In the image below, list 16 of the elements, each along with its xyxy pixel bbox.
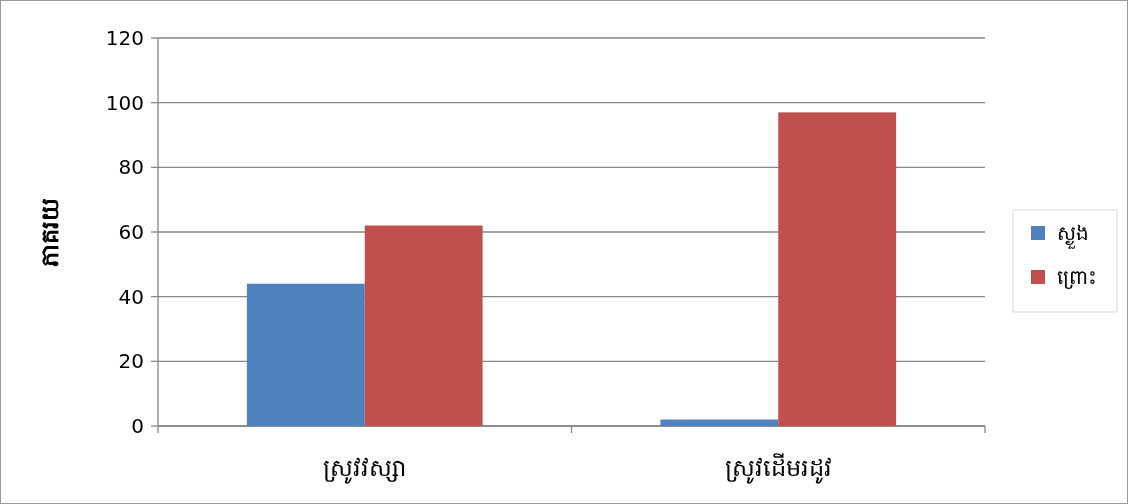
y-tick-label: 60 [118,220,144,244]
y-tick-label: 0 [131,414,144,438]
y-axis-title: ភាគរយ [36,197,64,267]
legend-label: ព្រោះ [1057,265,1097,289]
bar [364,225,483,426]
y-tick-label: 80 [118,155,144,180]
y-tick-label: 40 [118,284,144,309]
y-tick-label: 120 [105,26,144,50]
x-tick-label: ស្រូវដើមរដូវ [724,453,832,484]
y-tick-label: 20 [118,349,144,374]
x-tick-label: ស្រូវវស្សា [323,454,407,484]
bar [778,112,897,426]
y-tick-label: 100 [105,90,144,115]
legend-label: ស្ងួង [1057,221,1089,249]
bar [660,419,779,426]
bar [246,283,365,426]
